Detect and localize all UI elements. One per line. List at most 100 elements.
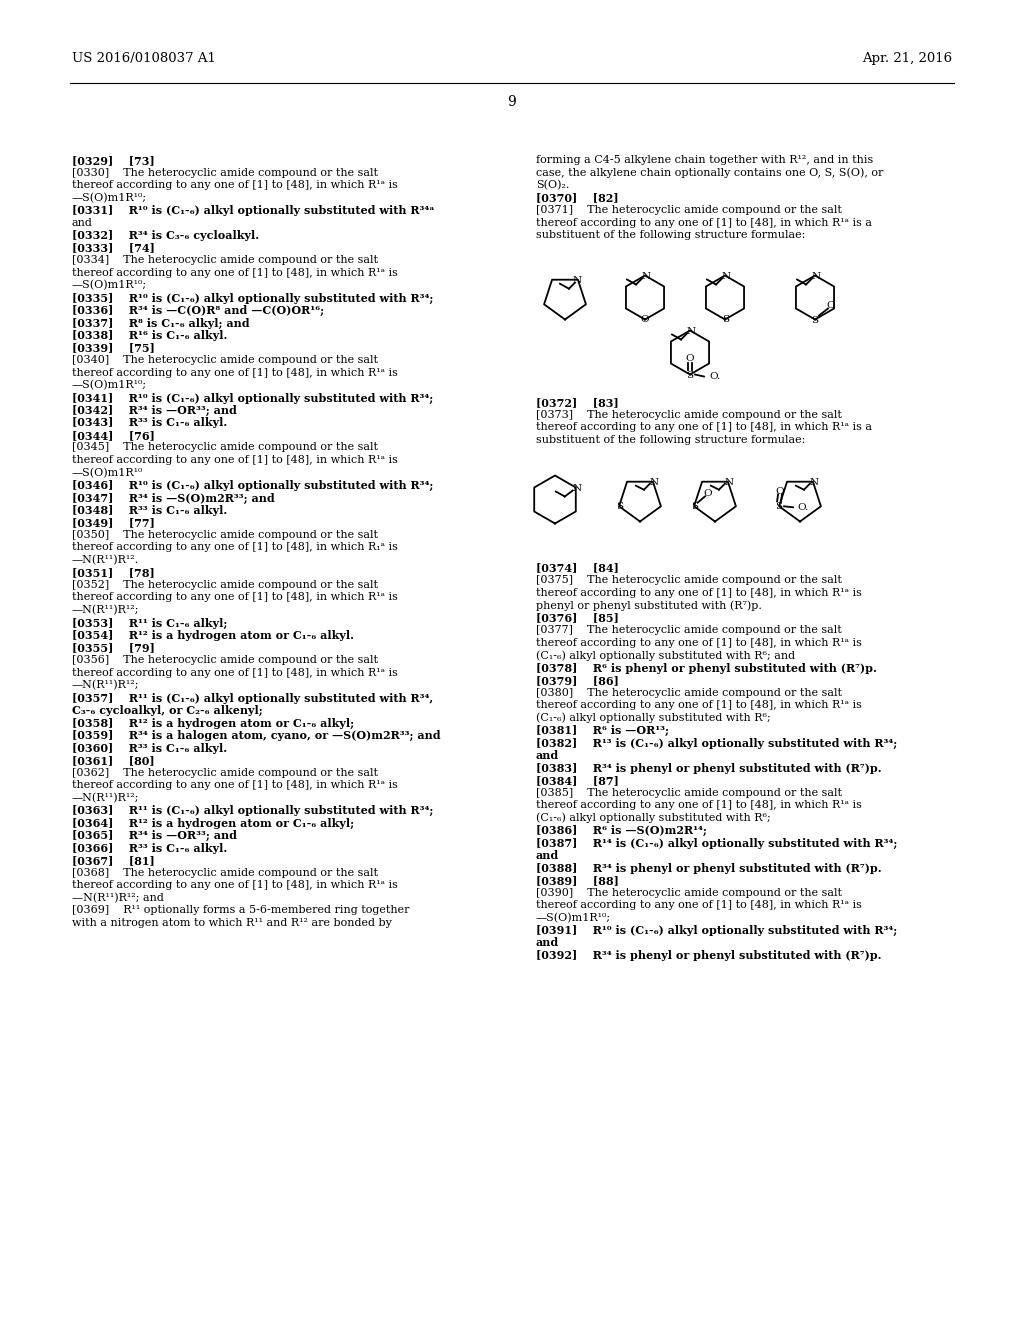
Text: [0355]    [79]: [0355] [79] xyxy=(72,643,155,653)
Text: —S(O)m1R¹⁰;: —S(O)m1R¹⁰; xyxy=(72,380,147,391)
Text: N: N xyxy=(724,478,733,487)
Text: [0333]    [74]: [0333] [74] xyxy=(72,243,155,253)
Text: —S(O)m1R¹⁰;: —S(O)m1R¹⁰; xyxy=(72,193,147,203)
Text: [0390]    The heterocyclic amide compound or the salt: [0390] The heterocyclic amide compound o… xyxy=(536,887,842,898)
Text: S(O)₂.: S(O)₂. xyxy=(536,180,569,190)
Text: N: N xyxy=(572,276,582,285)
Text: thereof according to any one of [1] to [48], in which R¹ᵃ is: thereof according to any one of [1] to [… xyxy=(536,700,862,710)
Text: [0375]    The heterocyclic amide compound or the salt: [0375] The heterocyclic amide compound o… xyxy=(536,576,842,585)
Text: [0362]    The heterocyclic amide compound or the salt: [0362] The heterocyclic amide compound o… xyxy=(72,767,378,777)
Text: (C₁-₆) alkyl optionally substituted with R⁶;: (C₁-₆) alkyl optionally substituted with… xyxy=(536,713,771,723)
Text: thereof according to any one of [1] to [48], in which R¹ᵃ is: thereof according to any one of [1] to [… xyxy=(72,780,398,789)
Text: thereof according to any one of [1] to [48], in which R¹ᵃ is: thereof according to any one of [1] to [… xyxy=(536,800,862,810)
Text: and: and xyxy=(536,850,559,861)
Text: [0383]    R³⁴ is phenyl or phenyl substituted with (R⁷)p.: [0383] R³⁴ is phenyl or phenyl substitut… xyxy=(536,763,882,774)
Text: [0374]    [84]: [0374] [84] xyxy=(536,562,618,573)
Text: N: N xyxy=(811,272,820,281)
Text: [0387]    R¹⁴ is (C₁-₆) alkyl optionally substituted with R³⁴;: [0387] R¹⁴ is (C₁-₆) alkyl optionally su… xyxy=(536,837,897,849)
Text: [0379]    [86]: [0379] [86] xyxy=(536,675,618,686)
Text: [0347]    R³⁴ is —S(O)m2R³³; and: [0347] R³⁴ is —S(O)m2R³³; and xyxy=(72,492,274,504)
Text: [0381]    R⁶ is —OR¹³;: [0381] R⁶ is —OR¹³; xyxy=(536,725,669,737)
Text: with a nitrogen atom to which R¹¹ and R¹² are bonded by: with a nitrogen atom to which R¹¹ and R¹… xyxy=(72,917,392,928)
Text: [0337]    R⁸ is C₁-₆ alkyl; and: [0337] R⁸ is C₁-₆ alkyl; and xyxy=(72,318,250,329)
Text: O: O xyxy=(776,487,784,496)
Text: phenyl or phenyl substituted with (R⁷)p.: phenyl or phenyl substituted with (R⁷)p. xyxy=(536,601,762,611)
Text: [0343]    R³³ is C₁-₆ alkyl.: [0343] R³³ is C₁-₆ alkyl. xyxy=(72,417,227,429)
Text: [0338]    R¹⁶ is C₁-₆ alkyl.: [0338] R¹⁶ is C₁-₆ alkyl. xyxy=(72,330,227,341)
Text: [0331]    R¹⁰ is (C₁-₆) alkyl optionally substituted with R³⁴ᵃ: [0331] R¹⁰ is (C₁-₆) alkyl optionally su… xyxy=(72,205,434,216)
Text: [0349]    [77]: [0349] [77] xyxy=(72,517,155,528)
Text: thereof according to any one of [1] to [48], in which R¹ᵃ is a: thereof according to any one of [1] to [… xyxy=(536,218,872,227)
Text: substituent of the following structure formulae:: substituent of the following structure f… xyxy=(536,230,805,240)
Text: —S(O)m1R¹⁰;: —S(O)m1R¹⁰; xyxy=(536,912,611,923)
Text: [0376]    [85]: [0376] [85] xyxy=(536,612,618,623)
Text: [0391]    R¹⁰ is (C₁-₆) alkyl optionally substituted with R³⁴;: [0391] R¹⁰ is (C₁-₆) alkyl optionally su… xyxy=(536,925,897,936)
Text: and: and xyxy=(72,218,93,227)
Text: [0367]    [81]: [0367] [81] xyxy=(72,855,155,866)
Text: thereof according to any one of [1] to [48], in which R¹ᵃ is: thereof according to any one of [1] to [… xyxy=(536,900,862,909)
Text: thereof according to any one of [1] to [48], in which R¹ᵃ is: thereof according to any one of [1] to [… xyxy=(72,880,398,890)
Text: [0377]    The heterocyclic amide compound or the salt: [0377] The heterocyclic amide compound o… xyxy=(536,624,842,635)
Text: O: O xyxy=(826,301,836,310)
Text: [0363]    R¹¹ is (C₁-₆) alkyl optionally substituted with R³⁴;: [0363] R¹¹ is (C₁-₆) alkyl optionally su… xyxy=(72,805,433,816)
Text: thereof according to any one of [1] to [48], in which R¹ᵃ is: thereof according to any one of [1] to [… xyxy=(72,593,398,602)
Text: N: N xyxy=(572,484,582,492)
Text: [0330]    The heterocyclic amide compound or the salt: [0330] The heterocyclic amide compound o… xyxy=(72,168,378,177)
Text: [0364]    R¹² is a hydrogen atom or C₁-₆ alkyl;: [0364] R¹² is a hydrogen atom or C₁-₆ al… xyxy=(72,817,354,829)
Text: C₃-₆ cycloalkyl, or C₂-₆ alkenyl;: C₃-₆ cycloalkyl, or C₂-₆ alkenyl; xyxy=(72,705,263,717)
Text: case, the alkylene chain optionally contains one O, S, S(O), or: case, the alkylene chain optionally cont… xyxy=(536,168,884,178)
Text: —N(R¹¹)R¹².: —N(R¹¹)R¹². xyxy=(72,554,139,565)
Text: [0332]    R³⁴ is C₃-₆ cycloalkyl.: [0332] R³⁴ is C₃-₆ cycloalkyl. xyxy=(72,230,259,242)
Text: [0371]    The heterocyclic amide compound or the salt: [0371] The heterocyclic amide compound o… xyxy=(536,205,842,215)
Text: [0386]    R⁶ is —S(O)m2R¹⁴;: [0386] R⁶ is —S(O)m2R¹⁴; xyxy=(536,825,707,836)
Text: [0365]    R³⁴ is —OR³³; and: [0365] R³⁴ is —OR³³; and xyxy=(72,830,237,841)
Text: [0334]    The heterocyclic amide compound or the salt: [0334] The heterocyclic amide compound o… xyxy=(72,255,378,265)
Text: [0392]    R³⁴ is phenyl or phenyl substituted with (R⁷)p.: [0392] R³⁴ is phenyl or phenyl substitut… xyxy=(536,950,882,961)
Text: [0369]    R¹¹ optionally forms a 5-6-membered ring together: [0369] R¹¹ optionally forms a 5-6-member… xyxy=(72,906,410,915)
Text: [0361]    [80]: [0361] [80] xyxy=(72,755,155,766)
Text: S: S xyxy=(691,502,698,511)
Text: [0385]    The heterocyclic amide compound or the salt: [0385] The heterocyclic amide compound o… xyxy=(536,788,842,797)
Text: thereof according to any one of [1] to [48], in which R¹ᵃ is: thereof according to any one of [1] to [… xyxy=(72,180,398,190)
Text: thereof according to any one of [1] to [48], in which R₁ᵃ is: thereof according to any one of [1] to [… xyxy=(72,543,398,553)
Text: [0380]    The heterocyclic amide compound or the salt: [0380] The heterocyclic amide compound o… xyxy=(536,688,842,697)
Text: [0373]    The heterocyclic amide compound or the salt: [0373] The heterocyclic amide compound o… xyxy=(536,411,842,420)
Text: —N(R¹¹)R¹²;: —N(R¹¹)R¹²; xyxy=(72,680,139,690)
Text: [0353]    R¹¹ is C₁-₆ alkyl;: [0353] R¹¹ is C₁-₆ alkyl; xyxy=(72,618,227,628)
Text: [0354]    R¹² is a hydrogen atom or C₁-₆ alkyl.: [0354] R¹² is a hydrogen atom or C₁-₆ al… xyxy=(72,630,354,642)
Text: [0360]    R³³ is C₁-₆ alkyl.: [0360] R³³ is C₁-₆ alkyl. xyxy=(72,742,227,754)
Text: O: O xyxy=(703,488,713,498)
Text: O: O xyxy=(686,354,694,363)
Text: (C₁-₆) alkyl optionally substituted with R⁶;: (C₁-₆) alkyl optionally substituted with… xyxy=(536,813,771,824)
Text: [0339]    [75]: [0339] [75] xyxy=(72,342,155,354)
Text: [0346]    R¹⁰ is (C₁-₆) alkyl optionally substituted with R³⁴;: [0346] R¹⁰ is (C₁-₆) alkyl optionally su… xyxy=(72,480,433,491)
Text: O.: O. xyxy=(709,372,720,381)
Text: O.: O. xyxy=(797,503,808,512)
Text: [0384]    [87]: [0384] [87] xyxy=(536,775,618,785)
Text: —N(R¹¹)R¹²;: —N(R¹¹)R¹²; xyxy=(72,792,139,803)
Text: [0368]    The heterocyclic amide compound or the salt: [0368] The heterocyclic amide compound o… xyxy=(72,867,378,878)
Text: S: S xyxy=(686,371,693,380)
Text: [0344]    [76]: [0344] [76] xyxy=(72,430,155,441)
Text: (C₁-₆) alkyl optionally substituted with R⁶; and: (C₁-₆) alkyl optionally substituted with… xyxy=(536,649,795,660)
Text: [0340]    The heterocyclic amide compound or the salt: [0340] The heterocyclic amide compound o… xyxy=(72,355,378,366)
Text: [0389]    [88]: [0389] [88] xyxy=(536,875,618,886)
Text: substituent of the following structure formulae:: substituent of the following structure f… xyxy=(536,436,805,445)
Text: N: N xyxy=(722,272,730,281)
Text: [0378]    R⁶ is phenyl or phenyl substituted with (R⁷)p.: [0378] R⁶ is phenyl or phenyl substitute… xyxy=(536,663,877,673)
Text: [0348]    R³³ is C₁-₆ alkyl.: [0348] R³³ is C₁-₆ alkyl. xyxy=(72,506,227,516)
Text: N: N xyxy=(809,478,818,487)
Text: [0345]    The heterocyclic amide compound or the salt: [0345] The heterocyclic amide compound o… xyxy=(72,442,378,453)
Text: [0359]    R³⁴ is a halogen atom, cyano, or —S(O)m2R³³; and: [0359] R³⁴ is a halogen atom, cyano, or … xyxy=(72,730,440,741)
Text: [0370]    [82]: [0370] [82] xyxy=(536,193,618,203)
Text: O: O xyxy=(641,315,649,323)
Text: S: S xyxy=(616,502,624,511)
Text: [0335]    R¹⁰ is (C₁-₆) alkyl optionally substituted with R³⁴;: [0335] R¹⁰ is (C₁-₆) alkyl optionally su… xyxy=(72,293,433,304)
Text: —N(R¹¹)R¹²; and: —N(R¹¹)R¹²; and xyxy=(72,892,164,903)
Text: [0329]    [73]: [0329] [73] xyxy=(72,154,155,166)
Text: [0350]    The heterocyclic amide compound or the salt: [0350] The heterocyclic amide compound o… xyxy=(72,531,378,540)
Text: thereof according to any one of [1] to [48], in which R¹ᵃ is: thereof according to any one of [1] to [… xyxy=(72,367,398,378)
Text: thereof according to any one of [1] to [48], in which R¹ᵃ is a: thereof according to any one of [1] to [… xyxy=(536,422,872,433)
Text: N: N xyxy=(649,478,658,487)
Text: 9: 9 xyxy=(508,95,516,110)
